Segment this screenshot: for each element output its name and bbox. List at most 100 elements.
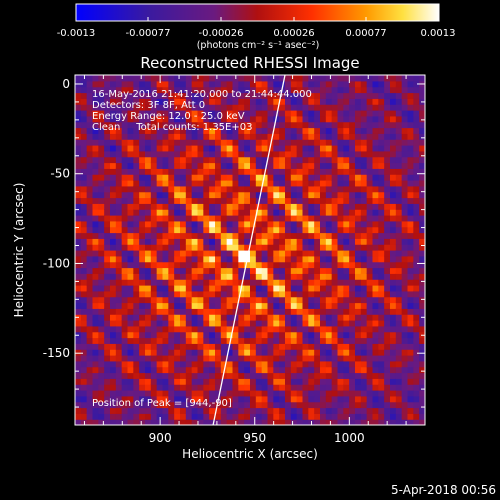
heatmap-pixel (238, 337, 245, 344)
heatmap-pixel (349, 203, 356, 210)
heatmap-pixel (185, 121, 193, 129)
heatmap-pixel (407, 349, 414, 356)
heatmap-pixel (314, 349, 321, 356)
heatmap-pixel (360, 92, 368, 99)
heatmap-pixel (378, 156, 385, 164)
heatmap-pixel (314, 98, 321, 105)
heatmap-pixel (285, 255, 292, 263)
heatmap-pixel (156, 360, 164, 368)
heatmap-pixel (355, 419, 362, 425)
heatmap-pixel (80, 255, 88, 263)
heatmap-pixel (384, 180, 391, 187)
heatmap-pixel (325, 401, 333, 409)
heatmap-pixel (279, 255, 286, 263)
heatmap-pixel (121, 98, 129, 105)
heatmap-pixel (139, 320, 146, 327)
heatmap-pixel (86, 209, 94, 216)
heatmap-pixel (220, 232, 228, 239)
heatmap-pixel (168, 360, 175, 368)
heatmap-pixel (156, 290, 164, 298)
heatmap-pixel (314, 203, 321, 210)
heatmap-pixel (320, 121, 327, 129)
heatmap-pixel (215, 296, 222, 304)
heatmap-pixel (174, 360, 181, 368)
heatmap-pixel (331, 110, 339, 117)
heatmap-pixel (174, 279, 181, 286)
heatmap-pixel (133, 110, 140, 117)
heatmap-pixel (156, 162, 164, 169)
heatmap-pixel (407, 401, 414, 409)
heatmap-pixel (174, 343, 181, 350)
heatmap-pixel (86, 180, 94, 187)
heatmap-pixel (384, 191, 391, 199)
heatmap-pixel (390, 261, 397, 269)
heatmap-pixel (121, 150, 129, 158)
heatmap-pixel (80, 250, 88, 257)
heatmap-pixel (255, 191, 263, 199)
heatmap-pixel (80, 325, 88, 333)
heatmap-pixel (384, 203, 391, 210)
heatmap-pixel (150, 191, 158, 199)
heatmap-pixel (127, 133, 134, 140)
heatmap-pixel (384, 255, 391, 263)
heatmap-pixel (139, 325, 146, 333)
heatmap-pixel (104, 180, 111, 187)
heatmap-pixel (267, 185, 274, 193)
heatmap-pixel (250, 320, 257, 327)
heatmap-pixel (86, 98, 94, 105)
heatmap-pixel (238, 372, 245, 379)
heatmap-pixel (331, 215, 339, 222)
heatmap-pixel (255, 98, 263, 105)
heatmap-pixel (226, 273, 234, 280)
heatmap-pixel (104, 75, 111, 82)
heatmap-pixel (308, 185, 315, 193)
heatmap-pixel (273, 395, 280, 403)
heatmap-pixel (273, 349, 280, 356)
heatmap-pixel (168, 395, 175, 403)
heatmap-pixel (337, 104, 344, 111)
heatmap-pixel (197, 419, 204, 425)
heatmap-pixel (320, 145, 327, 152)
heatmap-pixel (162, 255, 169, 263)
heatmap-pixel (390, 267, 397, 274)
heatmap-pixel (395, 150, 403, 158)
heatmap-pixel (215, 419, 222, 425)
heatmap-pixel (273, 121, 280, 129)
heatmap-pixel (325, 255, 333, 263)
heatmap-pixel (413, 255, 420, 263)
heatmap-pixel (296, 203, 304, 210)
heatmap-pixel (133, 127, 140, 134)
heatmap-pixel (98, 209, 105, 216)
heatmap-pixel (349, 366, 356, 374)
heatmap-pixel (349, 180, 356, 187)
heatmap-pixel (220, 104, 228, 111)
heatmap-pixel (360, 267, 368, 274)
heatmap-pixel (86, 127, 94, 134)
heatmap-pixel (308, 86, 315, 94)
heatmap-pixel (390, 92, 397, 99)
heatmap-pixel (75, 209, 82, 216)
heatmap-pixel (378, 267, 385, 274)
heatmap-pixel (290, 150, 298, 158)
heatmap-pixel (168, 139, 175, 146)
heatmap-pixel (395, 98, 403, 105)
heatmap-pixel (343, 110, 350, 117)
heatmap-pixel (360, 115, 368, 123)
heatmap-pixel (255, 314, 263, 321)
heatmap-pixel (180, 325, 187, 333)
heatmap-pixel (127, 395, 134, 403)
heatmap-pixel (296, 267, 304, 274)
heatmap-pixel (215, 215, 222, 222)
heatmap-pixel (413, 238, 420, 245)
heatmap-pixel (279, 407, 286, 414)
heatmap-pixel (232, 349, 239, 356)
heatmap-pixel (150, 133, 158, 140)
heatmap-pixel (139, 407, 146, 414)
heatmap-pixel (419, 267, 425, 274)
heatmap-pixel (139, 279, 146, 286)
heatmap-pixel (314, 320, 321, 327)
heatmap-pixel (244, 185, 251, 193)
heatmap-pixel (86, 250, 94, 257)
heatmap-pixel (238, 203, 245, 210)
heatmap-pixel (419, 360, 425, 368)
